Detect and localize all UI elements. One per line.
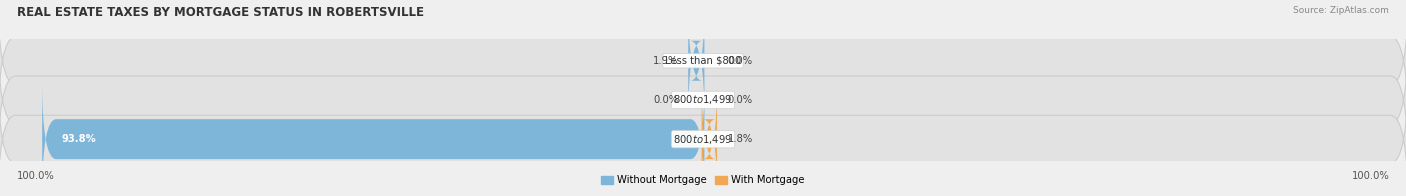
Text: 93.8%: 93.8% xyxy=(60,134,96,144)
Text: 0.0%: 0.0% xyxy=(654,95,678,105)
Text: 1.9%: 1.9% xyxy=(652,56,678,66)
FancyBboxPatch shape xyxy=(42,81,704,196)
Text: $800 to $1,499: $800 to $1,499 xyxy=(673,133,733,146)
Legend: Without Mortgage, With Mortgage: Without Mortgage, With Mortgage xyxy=(602,175,804,185)
Text: REAL ESTATE TAXES BY MORTGAGE STATUS IN ROBERTSVILLE: REAL ESTATE TAXES BY MORTGAGE STATUS IN … xyxy=(17,6,423,19)
Text: 0.0%: 0.0% xyxy=(728,95,752,105)
Text: 1.8%: 1.8% xyxy=(728,134,752,144)
Text: 100.0%: 100.0% xyxy=(17,171,55,181)
FancyBboxPatch shape xyxy=(702,81,717,196)
Text: Less than $800: Less than $800 xyxy=(665,56,741,66)
FancyBboxPatch shape xyxy=(0,0,1406,135)
FancyBboxPatch shape xyxy=(0,26,1406,174)
Text: 0.0%: 0.0% xyxy=(728,56,752,66)
Text: Source: ZipAtlas.com: Source: ZipAtlas.com xyxy=(1294,6,1389,15)
Text: 100.0%: 100.0% xyxy=(1351,171,1389,181)
FancyBboxPatch shape xyxy=(0,65,1406,196)
Text: $800 to $1,499: $800 to $1,499 xyxy=(673,93,733,106)
FancyBboxPatch shape xyxy=(689,2,704,119)
